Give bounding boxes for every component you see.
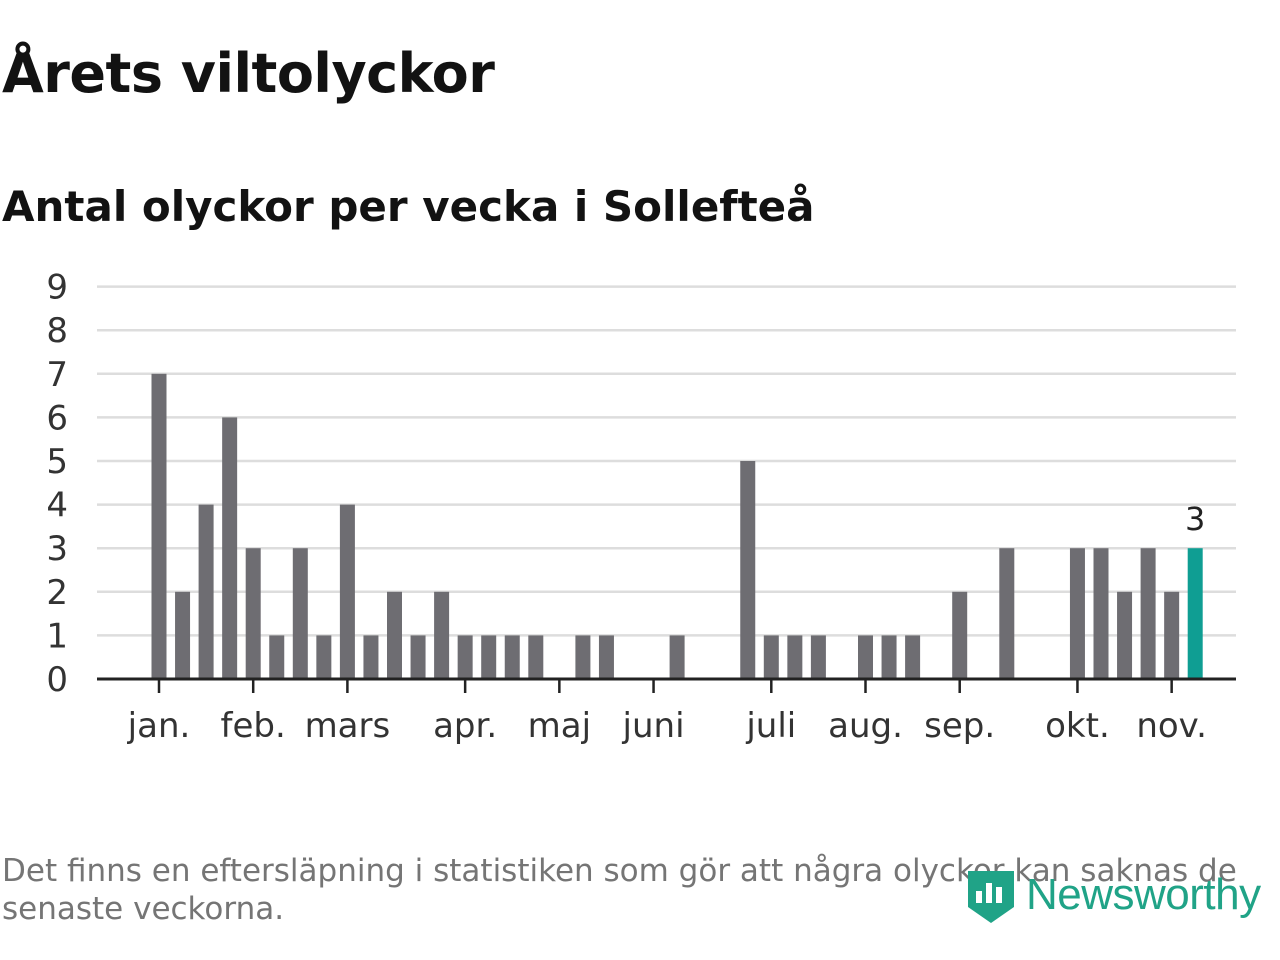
newsworthy-logo: Newsworthy: [964, 862, 1261, 928]
chart-title: Årets viltolyckor: [2, 42, 495, 105]
x-tick-label: aug.: [828, 706, 903, 746]
bar: [292, 548, 308, 679]
y-tick-label: 4: [46, 486, 68, 526]
bar: [198, 504, 214, 679]
x-tick-label: juni: [622, 706, 685, 746]
x-tick-label: nov.: [1136, 706, 1207, 746]
bar: [339, 504, 355, 679]
x-tick-label: jan.: [127, 706, 191, 746]
bar: [763, 635, 779, 679]
x-axis: jan. feb. mars apr. maj juni juli aug. sep. okt. n…: [97, 677, 1236, 746]
y-tick-label: 9: [46, 268, 68, 308]
bar: [787, 635, 803, 679]
bar: [457, 635, 473, 679]
bar: [858, 635, 873, 679]
bar-highlight: [1187, 548, 1203, 679]
data-labels: 3: [1185, 500, 1205, 538]
bar: [316, 635, 332, 679]
grid-lines: [97, 285, 1236, 637]
y-tick-label: 8: [46, 311, 68, 351]
x-tick-label: sep.: [924, 706, 995, 746]
bar: [881, 635, 897, 679]
bar: [269, 635, 285, 679]
bar: [669, 635, 685, 679]
highlight-value-label: 3: [1185, 500, 1205, 538]
bar: [245, 548, 261, 679]
bar: [999, 548, 1015, 679]
x-tick-label: feb.: [221, 706, 286, 746]
y-tick-label: 2: [46, 573, 68, 613]
bar: [740, 461, 756, 679]
y-tick-label: 3: [46, 529, 68, 569]
bar: [598, 635, 614, 679]
bar: [504, 635, 520, 679]
bar: [1069, 548, 1085, 679]
bar: [434, 591, 450, 679]
x-tick-label: juli: [745, 706, 796, 746]
x-tick-label: maj: [528, 706, 591, 746]
bar: [810, 635, 826, 679]
bar: [1164, 591, 1180, 679]
bar: [222, 417, 238, 679]
bar: [363, 635, 379, 679]
x-tick-label: okt.: [1045, 706, 1110, 746]
chart-subtitle: Antal olyckor per vecka i Sollefteå: [2, 182, 815, 231]
bar: [575, 635, 591, 679]
footnote: Det finns en eftersläpning i statistiken…: [2, 853, 1237, 927]
bar: [952, 591, 968, 679]
y-tick-label: 5: [46, 442, 68, 482]
bar: [481, 635, 497, 679]
newsworthy-logo-icon: [968, 871, 1014, 923]
bar: [1093, 548, 1109, 679]
bar: [410, 635, 426, 679]
y-tick-label: 1: [46, 616, 68, 656]
bar: [1117, 591, 1133, 679]
y-tick-label: 0: [46, 660, 68, 700]
bar: [905, 635, 921, 679]
bar: [528, 635, 544, 679]
bar: [175, 591, 191, 679]
bars: [151, 373, 1203, 679]
bar: [151, 373, 167, 679]
y-tick-label: 6: [46, 398, 68, 438]
bar: [1140, 548, 1156, 679]
x-tick-label: mars: [305, 706, 391, 746]
logo-text: Newsworthy: [1026, 870, 1261, 919]
y-tick-label: 7: [46, 355, 68, 395]
x-tick-label: apr.: [433, 706, 497, 746]
bar: [387, 591, 402, 679]
